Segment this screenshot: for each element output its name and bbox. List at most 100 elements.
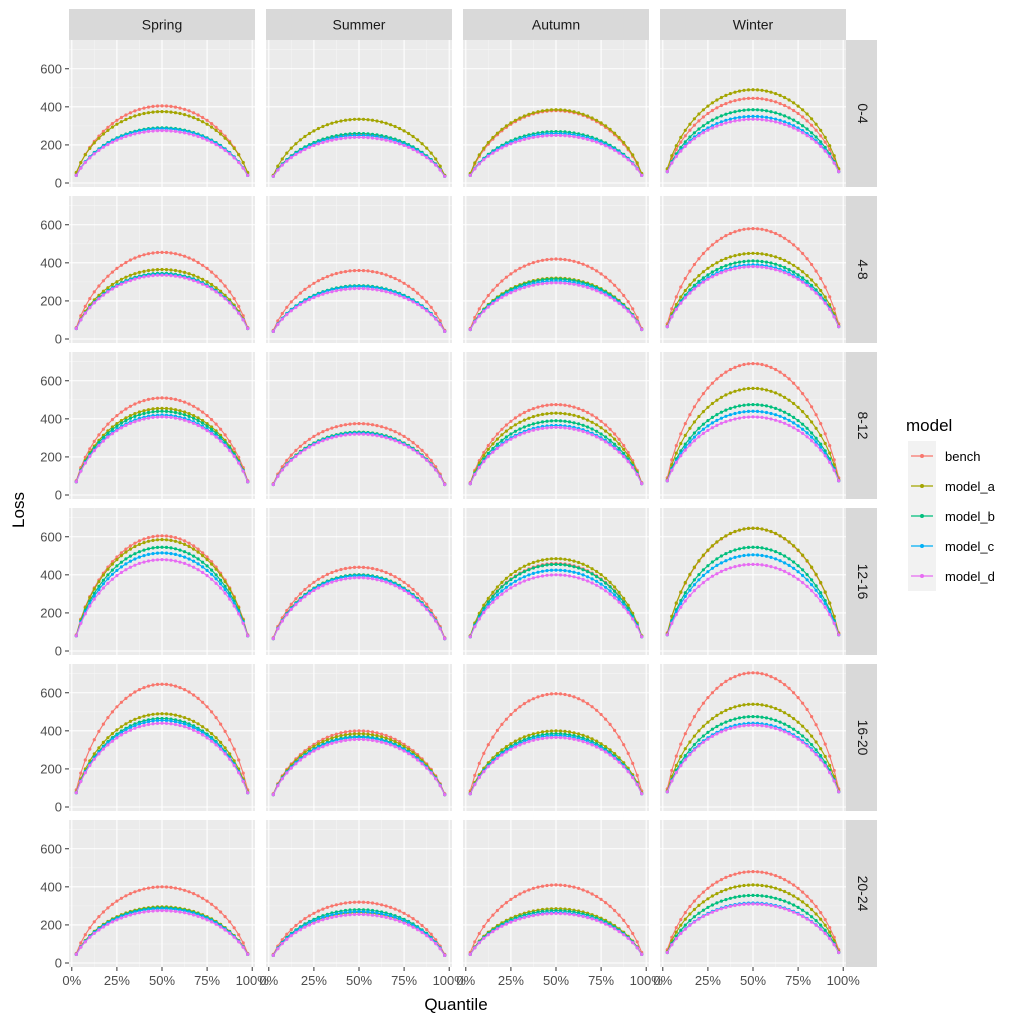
- data-point: [701, 734, 706, 738]
- data-point: [438, 784, 442, 788]
- panel-16-20-spring: [69, 664, 255, 811]
- data-point: [760, 227, 764, 231]
- data-point: [425, 156, 429, 160]
- data-point: [307, 923, 311, 927]
- data-point: [823, 454, 827, 458]
- data-point: [92, 594, 96, 598]
- data-point: [613, 756, 617, 761]
- data-point: [719, 103, 724, 108]
- data-point: [146, 547, 151, 551]
- data-point: [706, 128, 710, 132]
- data-point: [608, 722, 612, 727]
- data-point: [366, 432, 370, 437]
- data-point: [115, 734, 119, 738]
- data-point: [737, 704, 742, 708]
- data-point: [375, 731, 379, 735]
- data-point: [124, 730, 128, 735]
- data-point: [670, 768, 674, 773]
- data-point: [724, 370, 728, 374]
- data-point: [724, 420, 728, 424]
- data-point: [402, 443, 406, 447]
- data-point: [814, 723, 818, 727]
- data-point: [187, 724, 191, 728]
- data-point: [271, 329, 275, 333]
- data-point: [572, 405, 576, 409]
- data-point: [635, 472, 639, 477]
- data-point: [380, 735, 384, 739]
- data-point: [142, 721, 146, 725]
- data-point: [710, 124, 715, 128]
- data-point: [613, 728, 617, 733]
- data-point: [169, 558, 173, 562]
- data-point: [307, 298, 311, 302]
- data-point: [298, 138, 302, 142]
- data-point: [361, 135, 366, 139]
- data-point: [321, 915, 325, 920]
- data-point: [101, 582, 105, 586]
- data-point: [285, 463, 289, 467]
- data-point: [137, 555, 141, 559]
- data-point: [760, 362, 764, 367]
- data-point: [146, 713, 151, 717]
- data-point: [303, 587, 307, 592]
- data-point: [124, 275, 128, 279]
- data-point: [733, 119, 737, 123]
- data-point: [124, 280, 128, 284]
- data-point: [746, 108, 751, 112]
- data-point: [719, 569, 724, 574]
- data-point: [814, 426, 818, 430]
- data-point: [697, 257, 701, 261]
- data-point: [527, 568, 531, 572]
- data-point: [733, 110, 737, 114]
- data-point: [540, 426, 545, 430]
- data-point: [223, 752, 227, 756]
- data-point: [97, 584, 101, 588]
- data-point: [527, 740, 531, 744]
- data-point: [393, 276, 397, 281]
- data-point: [545, 563, 549, 567]
- data-point: [595, 429, 599, 433]
- data-point: [303, 755, 307, 759]
- data-point: [595, 745, 599, 749]
- data-point: [805, 707, 809, 712]
- data-point: [196, 407, 200, 411]
- data-point: [173, 720, 178, 724]
- data-point: [169, 885, 173, 890]
- data-point: [155, 551, 160, 555]
- data-point: [169, 538, 173, 543]
- data-point: [443, 329, 447, 333]
- data-point: [178, 130, 182, 134]
- data-point: [416, 592, 420, 596]
- data-point: [106, 906, 110, 910]
- data-point: [92, 439, 96, 443]
- data-point: [674, 154, 678, 159]
- data-point: [509, 437, 513, 441]
- data-point: [581, 136, 585, 140]
- data-point: [214, 743, 218, 747]
- data-point: [88, 935, 92, 939]
- data-point: [228, 290, 232, 294]
- data-point: [581, 429, 585, 434]
- data-point: [617, 597, 621, 602]
- data-point: [801, 740, 805, 744]
- data-point: [434, 163, 438, 167]
- data-point: [133, 132, 137, 136]
- data-point: [183, 561, 187, 566]
- data-point: [214, 906, 218, 910]
- data-point: [774, 718, 778, 723]
- data-point: [357, 912, 361, 917]
- data-point: [115, 899, 119, 903]
- data-point: [710, 691, 715, 695]
- data-point: [137, 400, 141, 404]
- data-point: [710, 101, 715, 105]
- data-point: [755, 259, 760, 263]
- data-point: [97, 746, 101, 750]
- data-point: [178, 417, 182, 421]
- data-point: [183, 400, 187, 404]
- data-point: [674, 303, 678, 307]
- data-point: [285, 305, 289, 309]
- data-point: [124, 696, 128, 701]
- data-point: [303, 917, 307, 921]
- data-point: [482, 751, 486, 756]
- data-point: [434, 777, 438, 781]
